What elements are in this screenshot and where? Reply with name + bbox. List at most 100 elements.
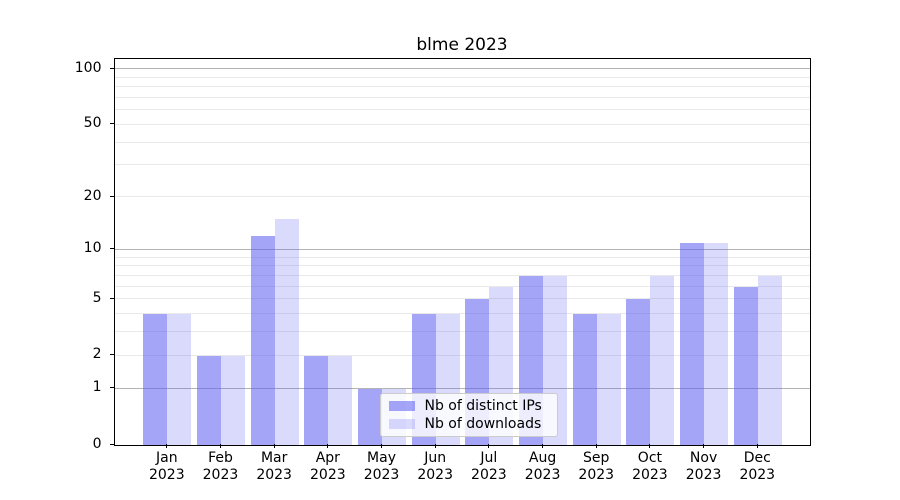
y-tick-label: 100 — [74, 59, 102, 76]
x-tick-label-year: 2023 — [739, 466, 776, 483]
x-tick-label-year: 2023 — [148, 466, 185, 483]
gridline-minor — [114, 285, 810, 287]
x-tick-label-year: 2023 — [685, 466, 722, 483]
x-tick-label: Nov 2023 — [676, 450, 732, 483]
gridline-major — [114, 387, 810, 389]
legend-label: Nb of downloads — [424, 415, 542, 432]
chart-title: blme 2023 — [416, 35, 508, 55]
x-tick-label-month: May — [367, 450, 396, 466]
x-tick-label-year: 2023 — [578, 466, 615, 483]
x-tick-label: Dec 2023 — [729, 450, 785, 483]
x-tick-label: Feb 2023 — [192, 450, 248, 483]
legend-item: Nb of downloads — [387, 415, 551, 432]
gridline-minor — [114, 331, 810, 333]
y-tick — [109, 354, 114, 356]
y-tick-label: 5 — [92, 289, 102, 306]
x-tick-label-year: 2023 — [471, 466, 507, 483]
x-tick-label-month: Aug — [528, 450, 557, 466]
gridline-minor — [114, 313, 810, 314]
x-tick-label-month: Jul — [480, 450, 498, 466]
bar-distinct-ips-dec — [733, 286, 758, 445]
bar-distinct-ips-mar — [250, 236, 275, 445]
gridline-minor — [114, 354, 810, 356]
x-tick — [166, 444, 168, 448]
y-tick — [109, 248, 114, 250]
gridline-minor — [114, 274, 810, 276]
x-tick — [542, 444, 544, 448]
x-tick-label-year: 2023 — [363, 466, 400, 483]
x-tick-label-year: 2023 — [310, 466, 346, 483]
x-tick-label-month: Apr — [315, 450, 340, 466]
x-tick-label-month: Sep — [583, 450, 610, 466]
x-tick-label-year: 2023 — [417, 466, 453, 483]
x-tick — [756, 444, 758, 448]
y-tick-label: 20 — [83, 187, 102, 204]
x-tick-label-month: Mar — [260, 450, 288, 466]
y-tick-label: 2 — [92, 346, 102, 363]
gridline-minor — [114, 97, 810, 99]
x-tick-label: Aug 2023 — [515, 450, 571, 483]
x-tick — [381, 444, 383, 448]
legend-swatch-distinct-ips — [388, 401, 415, 411]
gridline-minor — [114, 123, 810, 125]
gridline-minor — [114, 256, 810, 258]
gridline-minor — [114, 196, 810, 198]
y-tick — [109, 387, 114, 389]
x-tick — [703, 444, 705, 448]
y-tick — [109, 195, 114, 197]
x-tick-label-month: Dec — [743, 450, 771, 466]
legend-swatch-downloads — [388, 419, 415, 429]
bar-downloads-feb — [220, 355, 245, 445]
gridline-minor — [114, 86, 810, 88]
x-tick-label-year: 2023 — [202, 466, 239, 483]
bar-downloads-apr — [328, 355, 353, 445]
bar-distinct-ips-apr — [304, 355, 329, 445]
x-tick-label-year: 2023 — [524, 466, 561, 483]
x-tick-label-year: 2023 — [256, 466, 292, 483]
y-tick-label: 0 — [92, 435, 102, 452]
plot-area — [113, 58, 811, 446]
gridline-minor — [114, 76, 810, 78]
x-tick — [649, 444, 651, 448]
x-tick-label: Sep 2023 — [568, 450, 624, 483]
x-tick — [595, 444, 597, 448]
x-tick-label: Jul 2023 — [461, 450, 517, 483]
bar-distinct-ips-oct — [626, 299, 651, 445]
y-tick — [109, 443, 114, 445]
bar-distinct-ips-feb — [196, 355, 221, 445]
gridline-minor — [114, 164, 810, 166]
bar-distinct-ips-sep — [572, 314, 597, 445]
bar-downloads-jan — [167, 314, 192, 445]
gridline-minor — [114, 265, 810, 267]
x-tick-label-month: Jun — [424, 450, 447, 466]
bar-distinct-ips-may — [358, 388, 383, 445]
gridline-major — [114, 68, 810, 70]
x-tick-label: May 2023 — [354, 450, 410, 483]
x-tick-label: Jun 2023 — [407, 450, 463, 483]
y-tick — [109, 123, 114, 125]
x-tick-label-month: Oct — [637, 450, 663, 466]
gridline-minor — [114, 298, 810, 300]
bar-downloads-mar — [274, 219, 299, 445]
x-tick-label: Jan 2023 — [139, 450, 195, 483]
x-tick-label: Apr 2023 — [300, 450, 356, 483]
bar-downloads-nov — [704, 242, 729, 445]
bar-downloads-dec — [757, 275, 782, 445]
y-tick — [109, 297, 114, 299]
y-tick-label: 1 — [92, 379, 102, 396]
x-tick-label: Oct 2023 — [622, 450, 678, 483]
x-tick — [488, 444, 490, 448]
gridline-major — [114, 248, 810, 250]
y-tick — [109, 67, 114, 69]
legend-label: Nb of distinct IPs — [424, 397, 542, 414]
x-tick — [219, 444, 221, 448]
y-tick-label: 50 — [83, 115, 102, 132]
gridline-minor — [114, 141, 810, 143]
gridline-minor — [114, 109, 810, 111]
legend: Nb of distinct IPs Nb of downloads — [379, 392, 558, 437]
x-tick — [327, 444, 329, 448]
x-tick-label: Mar 2023 — [246, 450, 302, 483]
bar-downloads-oct — [650, 275, 675, 445]
x-tick-label-month: Feb — [208, 450, 233, 466]
